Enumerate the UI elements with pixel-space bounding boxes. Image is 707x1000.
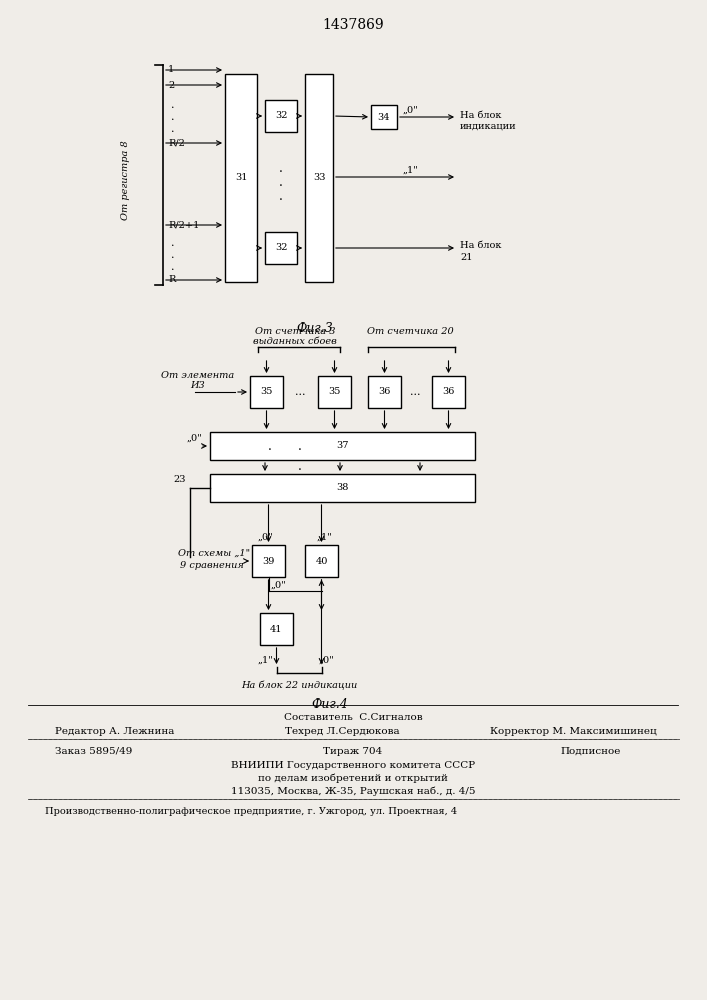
Bar xyxy=(210,432,475,460)
Text: 21: 21 xyxy=(460,252,472,261)
Text: R: R xyxy=(168,275,175,284)
Text: ВНИИПИ Государственного комитета СССР: ВНИИПИ Государственного комитета СССР xyxy=(231,760,475,770)
Text: От счетчика 20: От счетчика 20 xyxy=(367,328,453,336)
Text: Техред Л.Сердюкова: Техред Л.Сердюкова xyxy=(285,726,399,736)
Bar xyxy=(265,100,297,132)
Text: 1: 1 xyxy=(168,66,174,75)
Text: 32: 32 xyxy=(275,243,287,252)
Bar xyxy=(260,613,293,645)
Bar xyxy=(265,232,297,264)
Text: .: . xyxy=(268,440,272,452)
Text: R/2: R/2 xyxy=(168,138,185,147)
Text: 41: 41 xyxy=(270,624,283,634)
Bar xyxy=(318,376,351,408)
Text: 37: 37 xyxy=(337,442,349,450)
Text: .: . xyxy=(171,112,175,122)
Text: 36: 36 xyxy=(378,387,391,396)
Text: Производственно-полиграфическое предприятие, г. Ужгород, ул. Проектная, 4: Производственно-полиграфическое предприя… xyxy=(45,806,457,816)
Bar xyxy=(250,376,283,408)
Text: Фиг.3: Фиг.3 xyxy=(297,322,334,334)
Text: „1": „1" xyxy=(317,532,332,542)
Text: .: . xyxy=(171,250,175,260)
Text: 113035, Москва, Ж-35, Раушская наб., д. 4/5: 113035, Москва, Ж-35, Раушская наб., д. … xyxy=(230,786,475,796)
Bar xyxy=(225,74,257,282)
Text: Тираж 704: Тираж 704 xyxy=(323,746,382,756)
Bar xyxy=(368,376,401,408)
Text: ...: ... xyxy=(410,387,420,397)
Text: На блок: На блок xyxy=(460,110,501,119)
Text: От схемы „1": От схемы „1" xyxy=(178,548,250,558)
Text: 23: 23 xyxy=(174,475,186,484)
Text: .: . xyxy=(298,440,302,452)
Text: Подписное: Подписное xyxy=(560,746,620,756)
Text: .: . xyxy=(279,161,283,174)
Bar xyxy=(432,376,465,408)
Text: От элемента: От элемента xyxy=(161,370,235,379)
Text: „0": „0" xyxy=(271,580,286,589)
Bar xyxy=(305,545,338,577)
Text: Заказ 5895/49: Заказ 5895/49 xyxy=(55,746,132,756)
Text: 1437869: 1437869 xyxy=(322,18,384,32)
Text: „1": „1" xyxy=(257,656,274,664)
Text: От счетчика 3: От счетчика 3 xyxy=(255,328,335,336)
Text: выданных сбоев: выданных сбоев xyxy=(253,338,337,347)
Text: по делам изобретений и открытий: по делам изобретений и открытий xyxy=(258,773,448,783)
Text: .: . xyxy=(171,100,175,110)
Text: 38: 38 xyxy=(337,484,349,492)
Text: .: . xyxy=(279,176,283,188)
Text: .: . xyxy=(171,238,175,248)
Bar xyxy=(210,474,475,502)
Text: „0": „0" xyxy=(257,532,274,542)
Text: „0": „0" xyxy=(186,434,202,442)
Text: 32: 32 xyxy=(275,111,287,120)
Text: 34: 34 xyxy=(378,112,390,121)
Text: .: . xyxy=(171,124,175,134)
Text: .: . xyxy=(279,190,283,202)
Text: 40: 40 xyxy=(315,556,327,566)
Text: 35: 35 xyxy=(328,387,341,396)
Text: .: . xyxy=(298,460,302,474)
Text: 35: 35 xyxy=(260,387,273,396)
Text: „0": „0" xyxy=(403,105,419,114)
Text: Корректор М. Максимишинец: Корректор М. Максимишинец xyxy=(490,726,657,736)
Text: Фиг.4: Фиг.4 xyxy=(312,698,349,712)
Text: ...: ... xyxy=(295,387,305,397)
Text: На блок 22 индикации: На блок 22 индикации xyxy=(241,681,357,691)
Text: „0": „0" xyxy=(319,656,334,664)
Text: И3: И3 xyxy=(191,381,205,390)
Bar xyxy=(305,74,333,282)
Text: 39: 39 xyxy=(262,556,275,566)
Bar xyxy=(252,545,285,577)
Text: 2: 2 xyxy=(168,81,174,90)
Bar xyxy=(371,105,397,129)
Text: R/2+1: R/2+1 xyxy=(168,221,199,230)
Text: .: . xyxy=(338,460,342,474)
Text: .: . xyxy=(171,262,175,272)
Text: На блок: На блок xyxy=(460,241,501,250)
Text: 33: 33 xyxy=(312,174,325,182)
Text: 31: 31 xyxy=(235,174,247,182)
Text: 36: 36 xyxy=(443,387,455,396)
Text: индикации: индикации xyxy=(460,121,517,130)
Text: 9 сравнения: 9 сравнения xyxy=(180,562,244,570)
Text: „1": „1" xyxy=(403,165,419,174)
Text: Составитель  С.Сигналов: Составитель С.Сигналов xyxy=(284,714,422,722)
Text: От регистра 8: От регистра 8 xyxy=(120,140,129,220)
Text: Редактор А. Лежнина: Редактор А. Лежнина xyxy=(55,726,175,736)
